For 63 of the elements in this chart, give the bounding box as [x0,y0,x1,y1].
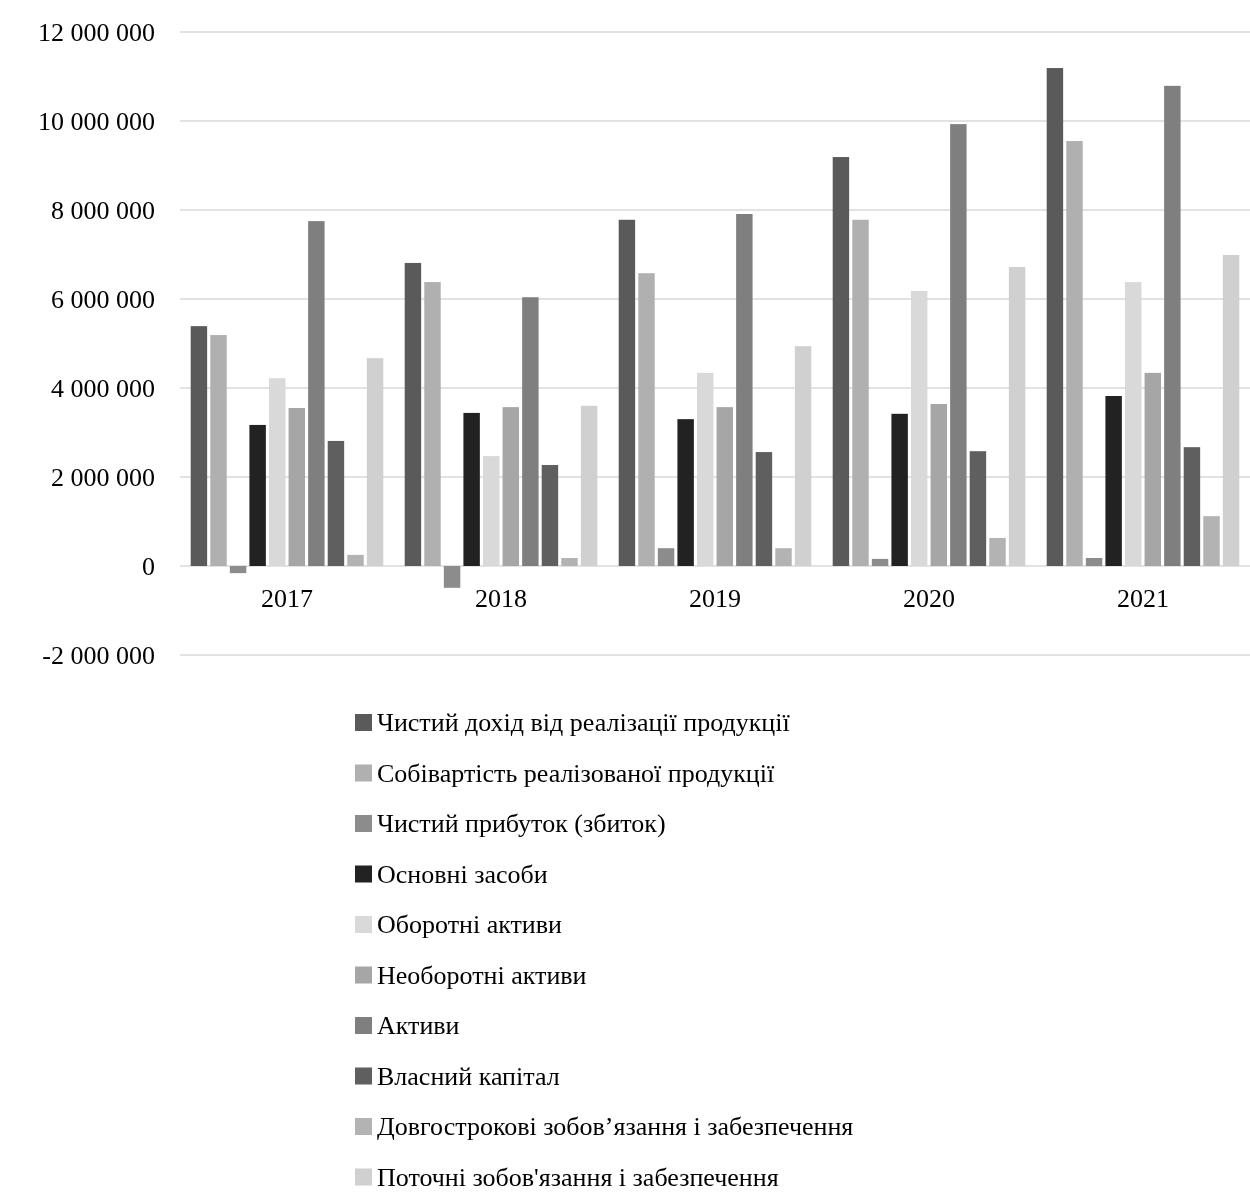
y-tick-label: 10 000 000 [38,107,155,137]
bar [561,557,578,566]
legend-label: Власний капітал [377,1061,560,1091]
legend-label: Активи [377,1011,460,1041]
legend-label: Чистий дохід від реалізації продукції [377,708,791,738]
y-tick-label: 4 000 000 [51,374,155,404]
bar [1066,141,1083,566]
bar [755,452,773,566]
bar [950,124,967,566]
bar [404,262,422,566]
bar [1203,516,1220,566]
bar [1183,447,1201,566]
legend-label: Довгострокові зобов’язання і забезпечення [377,1112,854,1142]
bar [1046,68,1064,566]
bar [618,219,636,566]
y-tick-label: 8 000 000 [51,196,155,226]
bar [832,157,850,566]
y-tick-label: 2 000 000 [51,463,155,493]
bar [210,335,227,566]
bar [541,464,559,566]
bar [930,404,948,566]
legend-label: Поточні зобов'язання і забезпечення [377,1162,779,1192]
bar [775,548,792,566]
bar [871,558,889,566]
bar [522,297,539,566]
bar [249,424,266,566]
bar [424,282,441,566]
legend-label: Основні засоби [377,859,548,889]
x-tick-label: 2019 [689,584,741,613]
bar [229,566,247,574]
legend-label: Чистий прибуток (збиток) [377,809,666,839]
bar [891,413,908,566]
bar [1144,372,1162,566]
y-tick-label: 0 [142,552,155,582]
bar [502,407,520,566]
bar [443,566,461,588]
bar [1105,396,1122,566]
bar [969,451,987,566]
legend-label: Собівартість реалізованої продукції [377,758,775,788]
legend-label: Необоротні активи [377,960,587,990]
bar [463,412,480,566]
bar [989,537,1006,566]
x-tick-label: 2018 [475,584,527,613]
bar [677,419,694,566]
bar [288,408,306,566]
bar [736,214,753,566]
bar [657,548,675,566]
bar [1164,85,1181,566]
x-tick-label: 2021 [1117,584,1169,613]
bar [327,440,345,566]
x-tick-label: 2017 [261,584,313,613]
y-tick-label: -2 000 000 [42,641,155,671]
bar [1085,557,1103,566]
y-tick-label: 6 000 000 [51,285,155,315]
bar [308,221,325,566]
bar [638,273,655,566]
bar [190,326,208,566]
bar [716,407,734,566]
y-tick-label: 12 000 000 [38,18,155,48]
x-tick-label: 2020 [903,584,955,613]
bar [852,219,869,566]
legend-label: Оборотні активи [377,910,563,940]
bar [347,554,364,566]
